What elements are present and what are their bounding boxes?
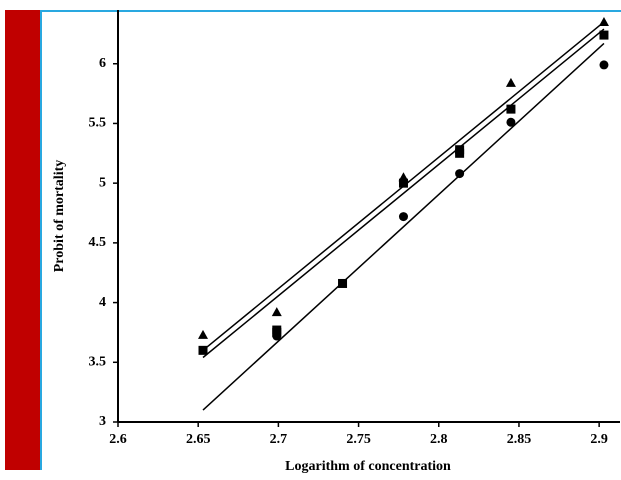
point bbox=[506, 117, 516, 127]
y-tick-label: 4 bbox=[99, 295, 106, 310]
point bbox=[599, 30, 609, 40]
y-tick-label: 6 bbox=[99, 56, 106, 71]
point bbox=[599, 60, 609, 70]
y-axis-title: Probit of mortality bbox=[52, 160, 67, 273]
fit-line bbox=[202, 42, 605, 411]
point bbox=[455, 148, 465, 158]
point bbox=[398, 212, 408, 222]
point bbox=[505, 77, 516, 87]
x-axis-title: Logarithm of concentration bbox=[285, 459, 451, 474]
point bbox=[455, 169, 465, 179]
x-tick-label: 2.65 bbox=[186, 432, 211, 447]
y-tick-label: 5.5 bbox=[89, 116, 107, 131]
x-tick-label: 2.7 bbox=[270, 432, 288, 447]
x-tick-label: 2.8 bbox=[430, 432, 448, 447]
point bbox=[506, 104, 516, 114]
x-tick-label: 2.75 bbox=[346, 432, 371, 447]
y-tick-label: 3.5 bbox=[89, 355, 107, 370]
y-tick-label: 5 bbox=[99, 175, 106, 190]
x-tick-label: 2.9 bbox=[590, 432, 608, 447]
point bbox=[598, 16, 609, 26]
point bbox=[198, 329, 209, 339]
y-tick-label: 3 bbox=[99, 414, 106, 429]
fit-line bbox=[202, 28, 605, 359]
point bbox=[271, 307, 282, 317]
side-bar bbox=[5, 10, 40, 470]
point bbox=[398, 178, 408, 188]
point bbox=[272, 331, 282, 341]
point bbox=[338, 278, 348, 288]
x-tick-label: 2.6 bbox=[109, 432, 127, 447]
y-tick-label: 4.5 bbox=[89, 235, 107, 250]
point bbox=[198, 345, 208, 355]
x-tick-label: 2.85 bbox=[507, 432, 532, 447]
